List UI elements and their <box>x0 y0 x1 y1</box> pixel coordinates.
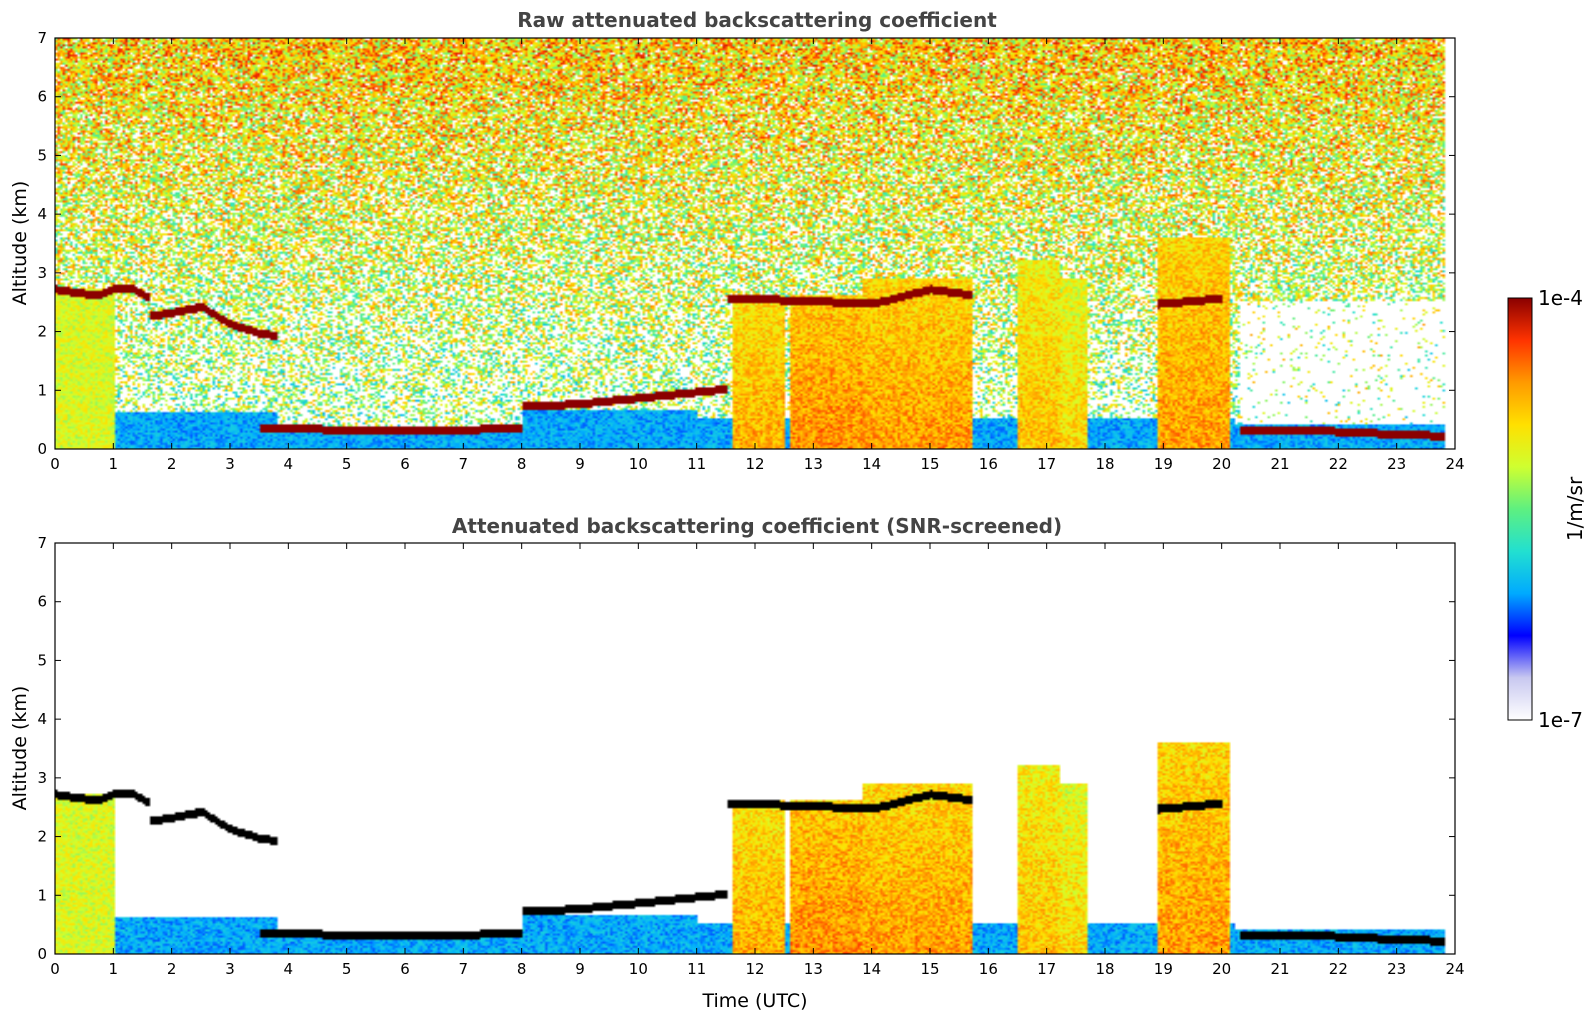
x-tick-label: 19 <box>1154 960 1173 978</box>
x-tick-label: 20 <box>1212 960 1231 978</box>
x-tick-label: 10 <box>629 960 648 978</box>
x-tick-label: 20 <box>1212 455 1231 473</box>
y-tick-label: 5 <box>37 146 47 164</box>
x-tick-label: 13 <box>804 455 823 473</box>
x-tick-label: 7 <box>459 960 469 978</box>
y-tick-label: 2 <box>37 828 47 846</box>
y-tick-label: 1 <box>37 886 47 904</box>
y-tick-label: 6 <box>37 88 47 106</box>
x-tick-label: 3 <box>225 455 235 473</box>
x-tick-label: 4 <box>284 455 294 473</box>
y-tick-label: 5 <box>37 651 47 669</box>
x-tick-label: 16 <box>979 960 998 978</box>
x-tick-label: 23 <box>1387 960 1406 978</box>
panel-raw: Raw attenuated backscattering coefficien… <box>9 8 1465 473</box>
y-tick-label: 4 <box>37 205 47 223</box>
x-tick-label: 11 <box>687 455 706 473</box>
x-tick-label: 12 <box>745 455 764 473</box>
y-tick-label: 0 <box>37 440 47 458</box>
x-tick-label: 18 <box>1095 455 1114 473</box>
panel-screened: Attenuated backscattering coefficient (S… <box>9 514 1465 1012</box>
x-tick-label: 7 <box>459 455 469 473</box>
colorbar-unit-label: 1/m/sr <box>1563 476 1587 541</box>
x-tick-label: 6 <box>400 960 410 978</box>
y-tick-label: 1 <box>37 381 47 399</box>
x-tick-label: 15 <box>920 960 939 978</box>
x-tick-label: 18 <box>1095 960 1114 978</box>
x-tick-label: 10 <box>629 455 648 473</box>
y-axis-label-raw: Altitude (km) <box>9 181 31 306</box>
x-tick-label: 2 <box>167 960 177 978</box>
y-tick-label: 2 <box>37 323 47 341</box>
x-tick-label: 0 <box>50 960 60 978</box>
x-tick-label: 19 <box>1154 455 1173 473</box>
x-tick-label: 24 <box>1445 960 1464 978</box>
x-tick-label: 22 <box>1329 455 1348 473</box>
x-tick-label: 8 <box>517 960 527 978</box>
x-tick-label: 24 <box>1445 455 1464 473</box>
y-tick-label: 0 <box>37 945 47 963</box>
axes-screened: 0 1 2 3 4 5 6 7 8 9 10 11 12 13 14 15 16 17 18 19 20 21 22 23 24… <box>37 534 1464 978</box>
x-tick-label: 5 <box>342 455 352 473</box>
colorbar: 1e-4 1e-7 1/m/sr <box>1507 286 1587 732</box>
x-tick-label: 13 <box>804 960 823 978</box>
x-tick-label: 21 <box>1270 960 1289 978</box>
chart-title-raw: Raw attenuated backscattering coefficien… <box>517 8 997 32</box>
x-tick-label: 1 <box>109 960 119 978</box>
y-tick-label: 7 <box>37 534 47 552</box>
x-tick-label: 9 <box>575 960 585 978</box>
y-tick-label: 7 <box>37 29 47 47</box>
colorbar-max-label: 1e-4 <box>1538 286 1583 310</box>
x-tick-label: 9 <box>575 455 585 473</box>
y-tick-label: 3 <box>37 264 47 282</box>
x-tick-label: 5 <box>342 960 352 978</box>
y-tick-label: 4 <box>37 710 47 728</box>
x-tick-label: 17 <box>1037 960 1056 978</box>
plot-frame-raw <box>54 37 1456 450</box>
plot-frame-screened <box>54 542 1456 955</box>
x-tick-label: 11 <box>687 960 706 978</box>
x-tick-label: 14 <box>862 960 881 978</box>
x-tick-label: 16 <box>979 455 998 473</box>
x-tick-label: 17 <box>1037 455 1056 473</box>
x-tick-label: 14 <box>862 455 881 473</box>
y-tick-label: 3 <box>37 769 47 787</box>
colorbar-gradient <box>1507 297 1533 721</box>
x-tick-label: 0 <box>50 455 60 473</box>
x-axis-label: Time (UTC) <box>701 990 807 1012</box>
x-tick-label: 4 <box>284 960 294 978</box>
x-tick-label: 1 <box>109 455 119 473</box>
heatmap-screened <box>55 543 1455 954</box>
heatmap-raw <box>55 38 1455 449</box>
x-tick-label: 2 <box>167 455 177 473</box>
axes-raw: 0 1 2 3 4 5 6 7 8 9 10 11 12 13 14 15 16 17 18 19 20 21 22 23 24… <box>37 29 1464 473</box>
x-tick-label: 15 <box>920 455 939 473</box>
x-tick-label: 12 <box>745 960 764 978</box>
x-tick-label: 22 <box>1329 960 1348 978</box>
x-tick-label: 6 <box>400 455 410 473</box>
y-axis-label-screened: Altitude (km) <box>9 686 31 811</box>
x-tick-label: 3 <box>225 960 235 978</box>
y-tick-label: 6 <box>37 593 47 611</box>
chart-title-screened: Attenuated backscattering coefficient (S… <box>452 514 1062 538</box>
x-tick-label: 23 <box>1387 455 1406 473</box>
colorbar-min-label: 1e-7 <box>1538 708 1583 732</box>
x-tick-label: 21 <box>1270 455 1289 473</box>
x-tick-label: 8 <box>517 455 527 473</box>
